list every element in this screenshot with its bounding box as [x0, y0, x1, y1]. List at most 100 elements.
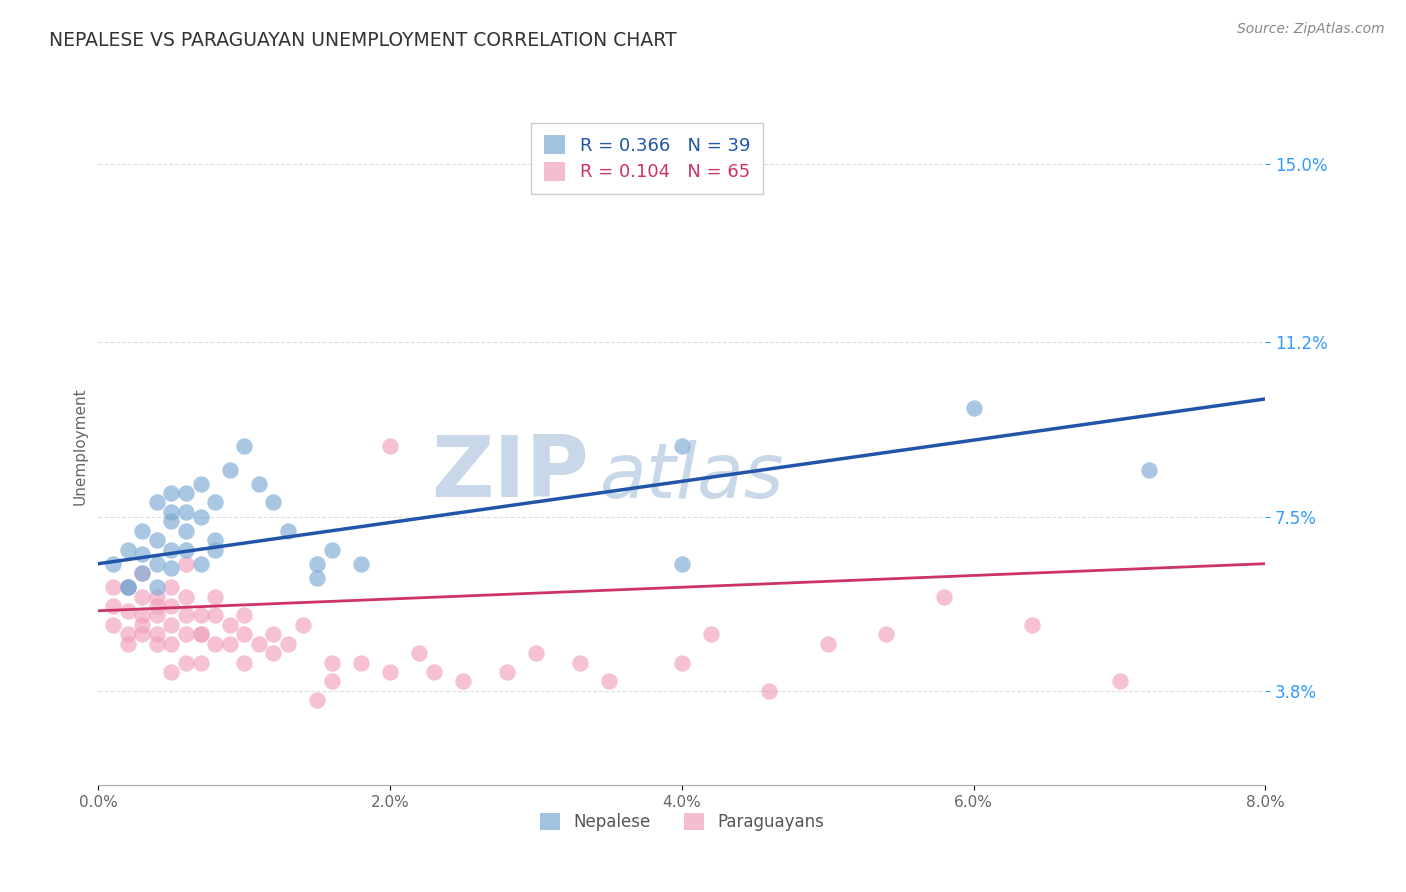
Point — [277, 524, 299, 538]
Point — [160, 514, 183, 528]
Point — [146, 637, 169, 651]
Point — [321, 656, 343, 670]
Point — [117, 542, 139, 557]
Point — [174, 524, 197, 538]
Point — [146, 627, 169, 641]
Point — [190, 656, 212, 670]
Point — [146, 608, 169, 623]
Point — [101, 599, 124, 613]
Point — [160, 599, 183, 613]
Point — [380, 665, 402, 679]
Point — [671, 557, 693, 571]
Point — [146, 599, 169, 613]
Point — [233, 656, 256, 670]
Point — [218, 462, 240, 476]
Point — [758, 683, 780, 698]
Point — [262, 646, 284, 660]
Point — [671, 656, 693, 670]
Point — [204, 590, 226, 604]
Text: Source: ZipAtlas.com: Source: ZipAtlas.com — [1237, 22, 1385, 37]
Point — [350, 656, 373, 670]
Point — [218, 637, 240, 651]
Point — [160, 665, 183, 679]
Point — [101, 580, 124, 594]
Point — [174, 656, 197, 670]
Point — [146, 557, 169, 571]
Point — [146, 590, 169, 604]
Point — [190, 476, 212, 491]
Point — [262, 495, 284, 509]
Point — [233, 608, 256, 623]
Point — [160, 637, 183, 651]
Point — [131, 590, 153, 604]
Point — [101, 618, 124, 632]
Point — [700, 627, 723, 641]
Point — [131, 618, 153, 632]
Point — [262, 627, 284, 641]
Point — [524, 646, 547, 660]
Point — [204, 637, 226, 651]
Point — [190, 509, 212, 524]
Point — [204, 495, 226, 509]
Point — [131, 547, 153, 561]
Point — [423, 665, 446, 679]
Point — [350, 557, 373, 571]
Point — [291, 618, 314, 632]
Point — [598, 674, 620, 689]
Point — [174, 542, 197, 557]
Point — [451, 674, 474, 689]
Point — [160, 505, 183, 519]
Point — [321, 542, 343, 557]
Point — [817, 637, 839, 651]
Point — [307, 557, 329, 571]
Point — [174, 486, 197, 500]
Point — [160, 618, 183, 632]
Point — [117, 637, 139, 651]
Y-axis label: Unemployment: Unemployment — [72, 387, 87, 505]
Point — [117, 627, 139, 641]
Point — [117, 580, 139, 594]
Point — [204, 533, 226, 548]
Point — [307, 571, 329, 585]
Point — [190, 557, 212, 571]
Point — [146, 580, 169, 594]
Point — [131, 566, 153, 581]
Point — [671, 439, 693, 453]
Point — [247, 476, 270, 491]
Point — [190, 608, 212, 623]
Text: ZIP: ZIP — [430, 432, 589, 515]
Point — [190, 627, 212, 641]
Point — [496, 665, 519, 679]
Legend: Nepalese, Paraguayans: Nepalese, Paraguayans — [533, 806, 831, 838]
Point — [204, 608, 226, 623]
Point — [174, 627, 197, 641]
Point — [160, 580, 183, 594]
Point — [233, 439, 256, 453]
Point — [277, 637, 299, 651]
Point — [1021, 618, 1043, 632]
Point — [962, 401, 984, 416]
Point — [174, 505, 197, 519]
Point — [875, 627, 897, 641]
Point — [233, 627, 256, 641]
Point — [146, 495, 169, 509]
Point — [131, 524, 153, 538]
Point — [117, 580, 139, 594]
Point — [117, 604, 139, 618]
Point — [160, 542, 183, 557]
Point — [321, 674, 343, 689]
Point — [1108, 674, 1130, 689]
Point — [408, 646, 430, 660]
Point — [160, 561, 183, 575]
Point — [568, 656, 591, 670]
Point — [247, 637, 270, 651]
Point — [1137, 462, 1160, 476]
Point — [204, 542, 226, 557]
Text: atlas: atlas — [600, 440, 785, 514]
Point — [131, 608, 153, 623]
Point — [934, 590, 956, 604]
Point — [174, 557, 197, 571]
Point — [160, 486, 183, 500]
Point — [174, 608, 197, 623]
Point — [146, 533, 169, 548]
